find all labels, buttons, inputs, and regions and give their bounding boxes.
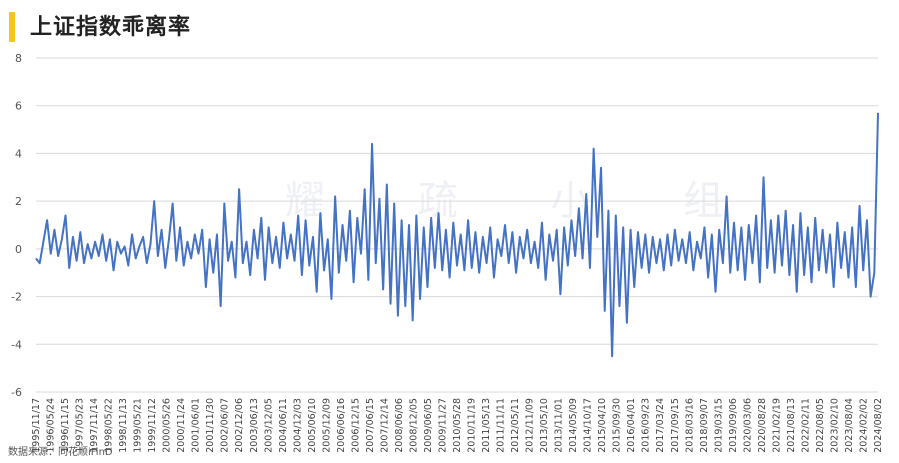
x-tick-label: 1999/11/12: [147, 398, 158, 453]
x-tick-label: 2018/09/07: [699, 398, 710, 453]
x-tick-label: 2020/08/28: [757, 398, 768, 453]
x-tick-label: 2004/06/11: [278, 398, 289, 453]
x-tick-label: 1997/11/14: [89, 398, 100, 453]
y-tick-label: 2: [15, 195, 22, 208]
x-tick-label: 1996/05/24: [46, 398, 57, 453]
x-tick-label: 2014/10/17: [583, 398, 594, 453]
x-tick-label: 1996/11/15: [60, 398, 71, 453]
x-tick-label: 2011/11/11: [496, 398, 507, 453]
x-tick-label: 2014/05/09: [568, 398, 579, 453]
x-tick-label: 2017/09/15: [670, 398, 681, 453]
x-tick-label: 2013/11/01: [554, 398, 565, 453]
data-source: 数据来源：同花顺iFinD: [8, 447, 113, 458]
x-tick-label: 2017/03/24: [655, 398, 666, 453]
series-layer: [35, 112, 879, 358]
x-tick-label: 2008/06/06: [394, 398, 405, 453]
y-tick-label: 8: [15, 52, 22, 65]
x-tick-label: 2009/11/27: [437, 398, 448, 453]
x-tick-label: 2011/05/13: [481, 398, 492, 453]
x-tick-label: 2024/02/02: [858, 398, 869, 453]
x-tick-label: 2007/06/15: [365, 398, 376, 453]
series-line-0: [35, 112, 879, 358]
x-tick-label: 2006/12/15: [350, 398, 361, 453]
y-tick-label: 6: [15, 100, 22, 113]
x-tick-label: 2023/08/04: [844, 398, 855, 453]
x-tick-label: 2006/06/16: [336, 398, 347, 453]
grid-layer: [36, 57, 878, 393]
x-tick-label: 1999/05/21: [133, 398, 144, 453]
x-tick-label: 2004/12/03: [292, 398, 303, 453]
x-tick-label: 2013/05/10: [539, 398, 550, 453]
x-tick-label: 2003/06/13: [249, 398, 260, 453]
x-tick-label: 2001/06/01: [191, 398, 202, 453]
x-tick-label: 2019/09/06: [728, 398, 739, 453]
x-tick-label: 2015/09/30: [612, 398, 623, 453]
x-tick-label: 2023/02/10: [829, 398, 840, 453]
x-tick-label: 2024/08/02: [873, 398, 884, 453]
x-tick-label: 2009/06/05: [423, 398, 434, 453]
x-tick-label: 2008/12/05: [408, 398, 419, 453]
y-tick-label: -6: [11, 386, 22, 399]
y-tick-label: -4: [11, 338, 22, 351]
x-tick-label: 2022/02/11: [800, 398, 811, 453]
title-accent-bar: [9, 12, 15, 42]
y-tick-label: 0: [15, 243, 22, 256]
x-tick-label: 2016/09/23: [641, 398, 652, 453]
x-tick-label: 2000/05/26: [162, 398, 173, 453]
y-tick-label: -2: [11, 291, 22, 304]
x-tick-label: 2012/11/09: [525, 398, 536, 453]
chart-title: 上证指数乖离率: [30, 14, 192, 40]
x-tick-label: 2021/08/13: [786, 398, 797, 453]
x-tick-label: 2002/06/07: [220, 398, 231, 453]
x-tick-label: 2015/04/10: [597, 398, 608, 453]
x-tick-label: 2005/12/09: [321, 398, 332, 453]
x-tick-label: 1995/11/17: [31, 398, 42, 453]
y-axis: -6 -4 -2 0 2 4 6 8: [11, 52, 22, 399]
x-tick-label: 1997/05/23: [75, 398, 86, 453]
x-tick-label: 2000/11/24: [176, 398, 187, 453]
x-tick-label: 2010/05/28: [452, 398, 463, 453]
x-tick-label: 2003/12/05: [263, 398, 274, 453]
x-tick-label: 2007/12/14: [379, 398, 390, 453]
x-tick-label: 2020/03/06: [742, 398, 753, 453]
x-tick-label: 2018/03/16: [684, 398, 695, 453]
x-tick-label: 2021/02/19: [771, 398, 782, 453]
y-tick-label: 4: [15, 147, 22, 160]
x-tick-label: 2010/11/19: [467, 398, 478, 453]
x-tick-label: 2005/06/10: [307, 398, 318, 453]
x-tick-label: 2019/03/15: [713, 398, 724, 453]
x-tick-label: 2001/11/30: [205, 398, 216, 453]
x-tick-label: 2016/04/01: [626, 398, 637, 453]
x-tick-label: 2022/08/05: [815, 398, 826, 453]
x-tick-label: 2002/12/06: [234, 398, 245, 453]
x-tick-label: 1998/05/22: [104, 398, 115, 453]
x-axis: 1995/11/17 1996/05/24 1996/11/15 1997/05/23…: [31, 398, 884, 453]
x-tick-label: 1998/11/13: [118, 398, 129, 453]
x-tick-label: 2012/05/11: [510, 398, 521, 453]
